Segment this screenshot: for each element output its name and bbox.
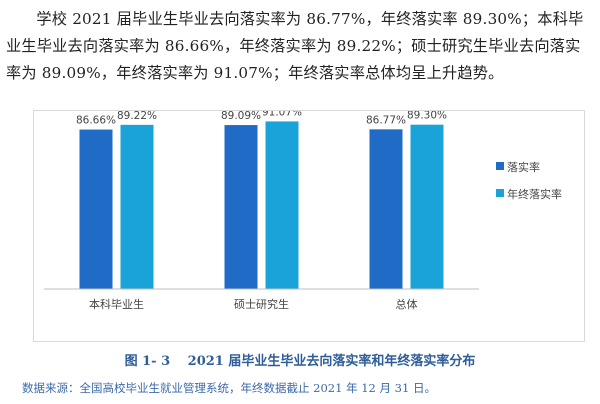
bar-2-1 xyxy=(120,124,154,289)
legend-swatch-2 xyxy=(496,189,504,197)
bar-chart: 86.66% 89.22% 89.09% 91.07% 86.77% 89.30% 本科毕… xyxy=(44,111,562,311)
value-label-2-2: 91.07% xyxy=(262,111,302,118)
value-label-2-1: 89.22% xyxy=(117,111,157,122)
value-label-1-2: 89.09% xyxy=(221,111,261,122)
legend-label-2: 年终落实率 xyxy=(507,187,562,201)
category-tick-label-1: 本科毕业生 xyxy=(89,297,144,311)
data-source-note: 数据来源：全国高校毕业生就业管理系统，年终数据截止 2021 年 12 月 31… xyxy=(22,381,436,395)
legend-label-1: 落实率 xyxy=(507,160,540,174)
value-label-1-1: 86.66% xyxy=(76,115,116,127)
bar-2-2 xyxy=(265,121,299,289)
bar-1-1 xyxy=(79,129,113,289)
value-label-2-3: 89.30% xyxy=(407,111,447,122)
bar-1-2 xyxy=(224,125,258,289)
bar-1-3 xyxy=(369,129,403,289)
chart-panel: 86.66% 89.22% 89.09% 91.07% 86.77% 89.30% 本科毕… xyxy=(33,110,585,342)
category-tick-label-2: 硕士研究生 xyxy=(234,297,289,311)
category-tick-label-3: 总体 xyxy=(396,297,418,311)
figure-caption: 图 1- 3 2021 届毕业生毕业去向落实率和年终落实率分布 xyxy=(124,354,476,369)
value-label-1-3: 86.77% xyxy=(366,114,406,126)
bar-2-3 xyxy=(410,124,444,289)
intro-paragraph: 学校 2021 届毕业生毕业去向落实率为 86.77%，年终落实率 89.30%… xyxy=(6,10,584,82)
legend-swatch-1 xyxy=(496,162,504,170)
